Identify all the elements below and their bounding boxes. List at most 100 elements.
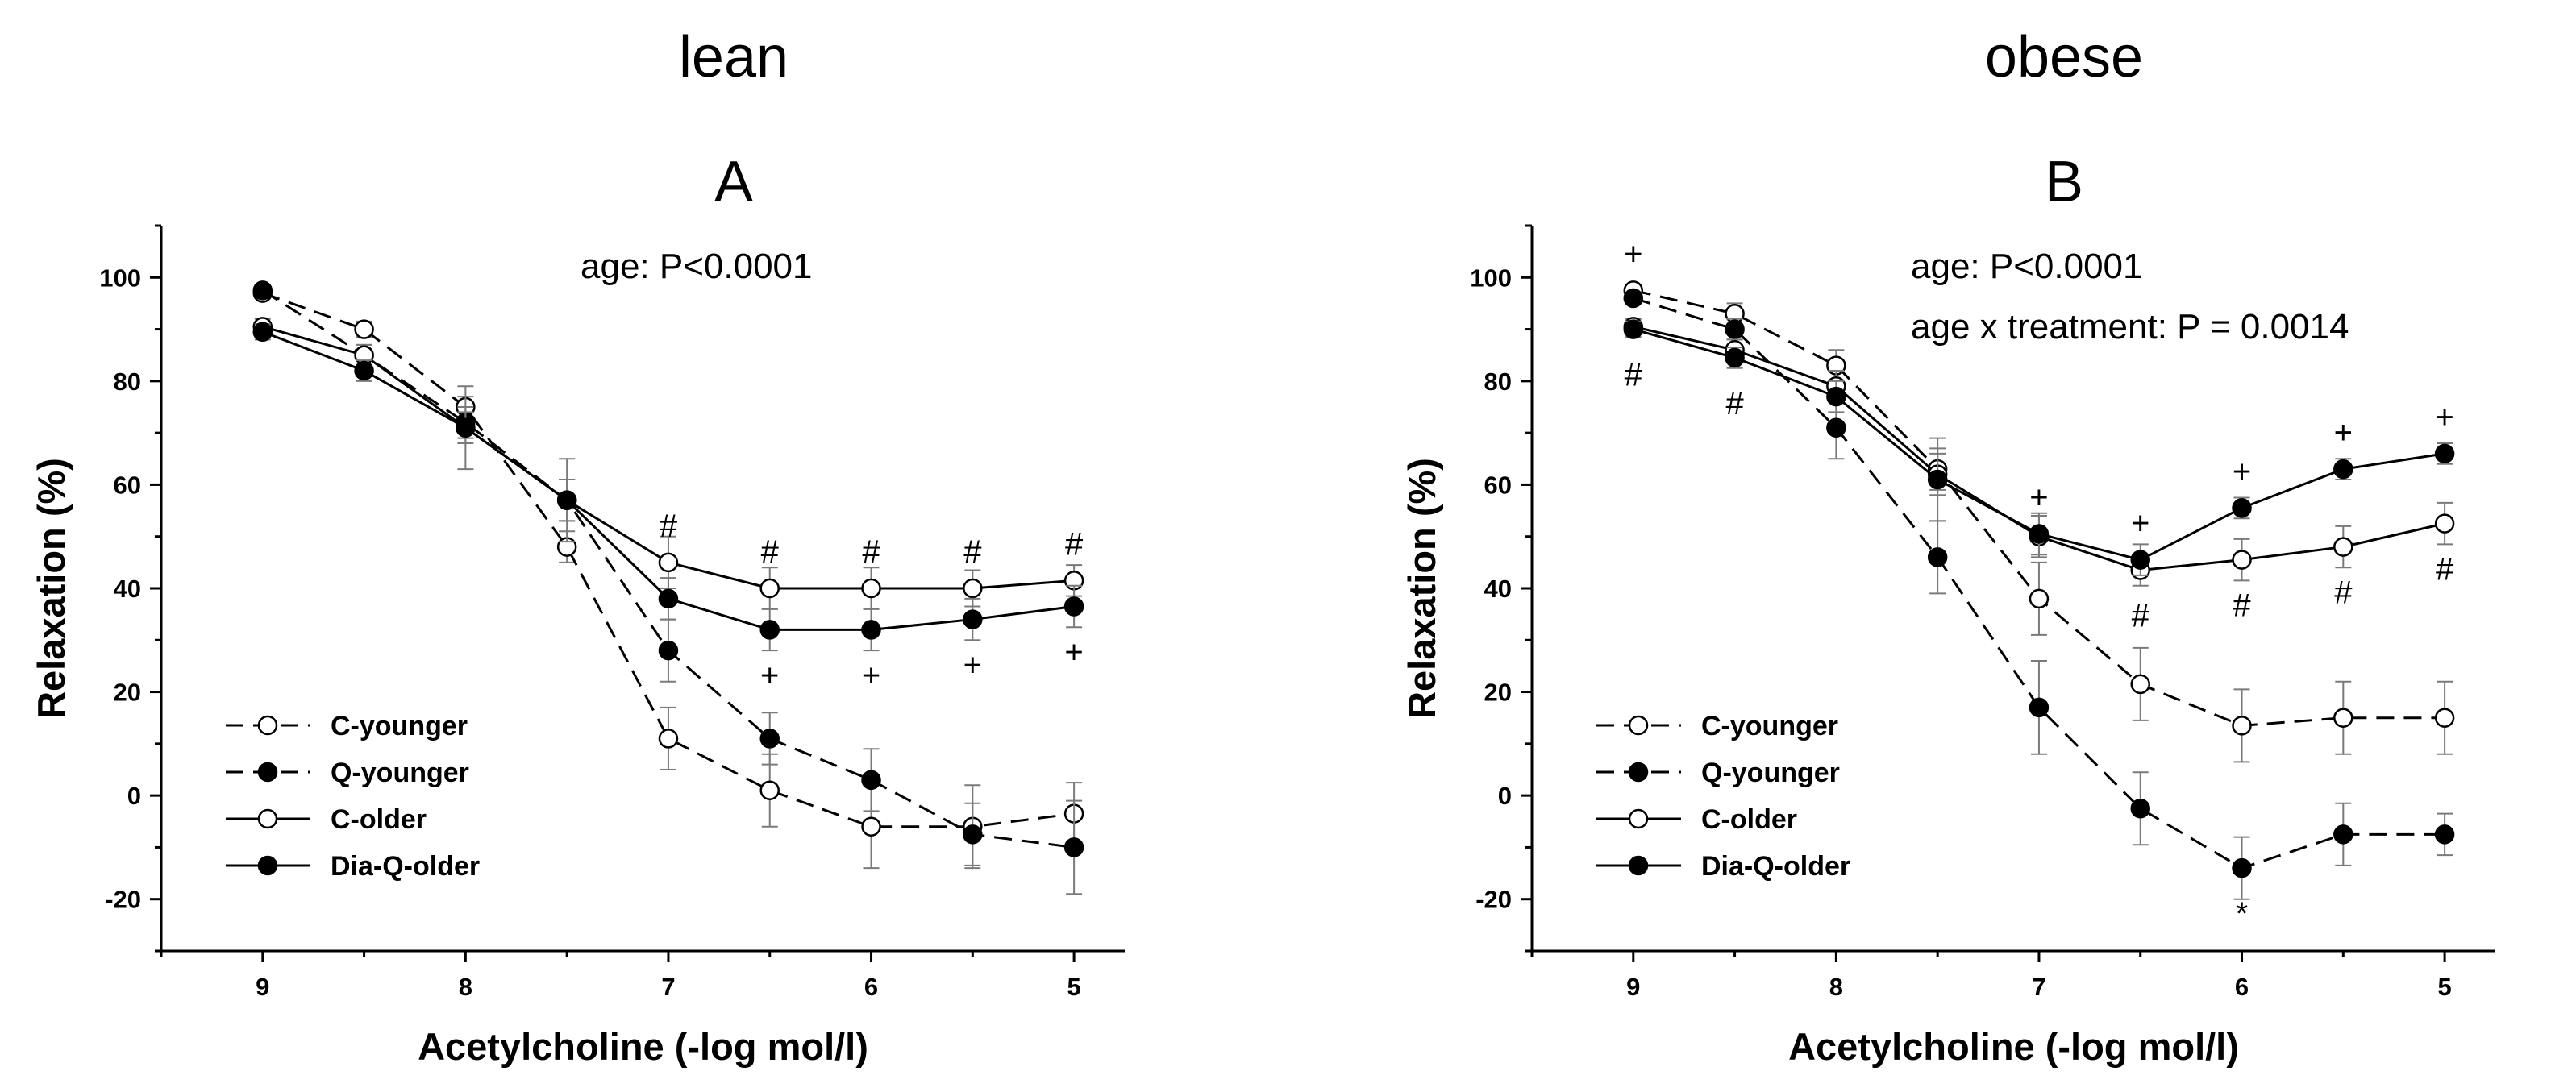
series-C-older (252, 317, 1084, 610)
data-point (658, 552, 679, 573)
data-point (1623, 319, 1644, 339)
significance-marker: # (1725, 386, 1744, 421)
legend-marker (257, 762, 278, 783)
x-tick-label: 8 (1829, 973, 1843, 1001)
data-point (1725, 347, 1745, 368)
significance-marker: + (2029, 480, 2048, 516)
data-point (2434, 824, 2455, 845)
y-tick-label: -20 (105, 886, 141, 914)
legend-label: Dia-Q-older (1701, 851, 1850, 882)
significance-marker: # (2334, 575, 2353, 611)
data-point (2130, 550, 2150, 570)
significance-marker: * (2236, 896, 2249, 932)
significance-marker: + (2334, 415, 2353, 451)
data-point (1826, 417, 1846, 438)
y-tick-label: 20 (114, 679, 141, 707)
significance-marker: # (660, 509, 678, 544)
data-point (1725, 319, 1745, 339)
data-point (556, 490, 577, 510)
data-point (963, 578, 983, 599)
y-tick-label: 80 (114, 367, 141, 396)
legend: C-younger Q-younger C-older Dia-Q-older (1596, 711, 1850, 882)
significance-marker: + (2233, 454, 2251, 489)
stat-text: age x treatment: P = 0.0014 (1911, 307, 2349, 347)
data-point (1927, 547, 1948, 567)
data-point (2434, 513, 2455, 534)
significance-marker: # (1065, 526, 1084, 562)
data-point (2333, 824, 2353, 845)
x-tick-label: 5 (2437, 973, 2451, 1001)
data-point (2130, 674, 2150, 695)
y-axis-title: Relaxation (%) (30, 458, 73, 719)
legend-label: Q-younger (1701, 758, 1840, 788)
data-point (2232, 550, 2252, 570)
data-point (861, 620, 881, 640)
x-tick-label: 9 (256, 973, 269, 1001)
data-point (759, 780, 780, 800)
x-axis-title: Acetylcholine (-log mol/l) (418, 1025, 868, 1068)
x-tick-label: 7 (2032, 973, 2045, 1001)
legend-label: C-younger (1701, 711, 1838, 741)
y-tick-label: 60 (114, 471, 141, 499)
data-point (2029, 524, 2050, 544)
data-point (2333, 708, 2353, 728)
panel-letter: A (714, 150, 753, 214)
significance-marker: + (1624, 236, 1642, 272)
y-tick-label: 100 (99, 264, 141, 292)
stat-text: age: P<0.0001 (581, 247, 812, 286)
significance-marker: # (862, 534, 880, 570)
y-tick-label: 80 (1484, 367, 1512, 396)
legend-marker (257, 855, 278, 876)
legend-marker (1628, 762, 1649, 783)
series-line (262, 292, 1075, 828)
significance-marker: + (760, 658, 779, 693)
data-point (2232, 498, 2252, 518)
series-Dia-Q-older (1623, 319, 2455, 576)
legend-label: C-older (1701, 804, 1797, 835)
data-point (2434, 708, 2455, 728)
data-point (1927, 469, 1948, 490)
legend-marker (1628, 715, 1649, 736)
data-point (861, 816, 881, 837)
data-point (354, 360, 374, 381)
legend-label: C-older (331, 804, 427, 835)
data-point (658, 640, 679, 661)
x-tick-label: 8 (459, 973, 472, 1001)
y-tick-label: -20 (1475, 886, 1512, 914)
data-point (963, 609, 983, 629)
y-axis-title: Relaxation (%) (1400, 458, 1443, 719)
x-tick-label: 5 (1067, 973, 1080, 1001)
legend-marker (257, 808, 278, 829)
significance-marker: + (862, 658, 880, 693)
significance-marker: # (2436, 552, 2454, 588)
data-point (658, 729, 679, 749)
y-tick-label: 40 (1484, 575, 1512, 603)
group-title: lean (679, 25, 789, 89)
data-point (252, 280, 273, 301)
data-point (354, 319, 374, 339)
data-point (2029, 588, 2050, 609)
data-point (861, 578, 881, 599)
data-point (1063, 837, 1084, 857)
legend-label: Dia-Q-older (331, 851, 480, 882)
significance-marker: # (2233, 588, 2251, 624)
data-point (759, 729, 780, 749)
x-tick-label: 6 (864, 973, 878, 1001)
x-tick-label: 6 (2235, 973, 2249, 1001)
legend-label: Q-younger (331, 758, 469, 788)
significance-marker: # (963, 534, 982, 570)
y-tick-label: 100 (1470, 264, 1512, 292)
data-point (1063, 596, 1084, 617)
significance-marker: + (2131, 506, 2149, 542)
data-point (1826, 386, 1846, 407)
x-axis-title: Acetylcholine (-log mol/l) (1788, 1025, 2239, 1068)
data-point (759, 620, 780, 640)
panel-letter: B (2045, 150, 2083, 214)
data-point (1623, 288, 1644, 309)
data-point (861, 770, 881, 791)
y-tick-label: 20 (1484, 679, 1512, 707)
data-point (456, 417, 476, 438)
